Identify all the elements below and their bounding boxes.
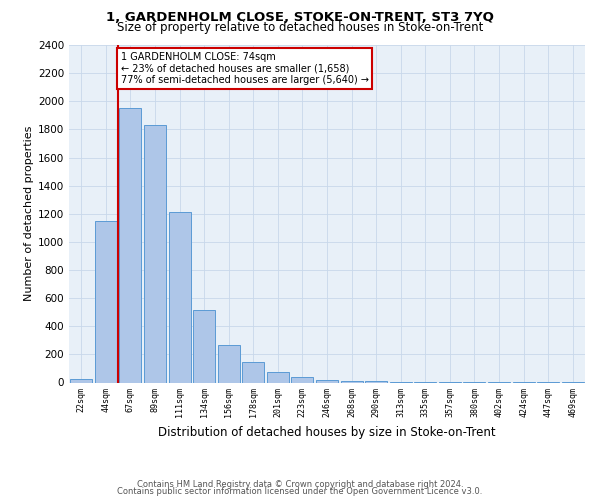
Bar — [119, 108, 142, 382]
Bar — [144, 125, 166, 382]
Bar — [267, 372, 289, 382]
Text: 1, GARDENHOLM CLOSE, STOKE-ON-TRENT, ST3 7YQ: 1, GARDENHOLM CLOSE, STOKE-ON-TRENT, ST3… — [106, 11, 494, 24]
Text: 1 GARDENHOLM CLOSE: 74sqm
← 23% of detached houses are smaller (1,658)
77% of se: 1 GARDENHOLM CLOSE: 74sqm ← 23% of detac… — [121, 52, 368, 85]
Bar — [218, 345, 240, 383]
Text: Contains HM Land Registry data © Crown copyright and database right 2024.: Contains HM Land Registry data © Crown c… — [137, 480, 463, 489]
Bar — [95, 221, 117, 382]
Text: Size of property relative to detached houses in Stoke-on-Trent: Size of property relative to detached ho… — [117, 22, 483, 35]
Bar — [242, 362, 265, 382]
Bar — [193, 310, 215, 382]
Bar — [316, 380, 338, 382]
Bar — [70, 379, 92, 382]
Bar — [169, 212, 191, 382]
Text: Contains public sector information licensed under the Open Government Licence v3: Contains public sector information licen… — [118, 487, 482, 496]
Y-axis label: Number of detached properties: Number of detached properties — [24, 126, 34, 302]
Bar — [341, 381, 362, 382]
X-axis label: Distribution of detached houses by size in Stoke-on-Trent: Distribution of detached houses by size … — [158, 426, 496, 438]
Bar — [292, 377, 313, 382]
